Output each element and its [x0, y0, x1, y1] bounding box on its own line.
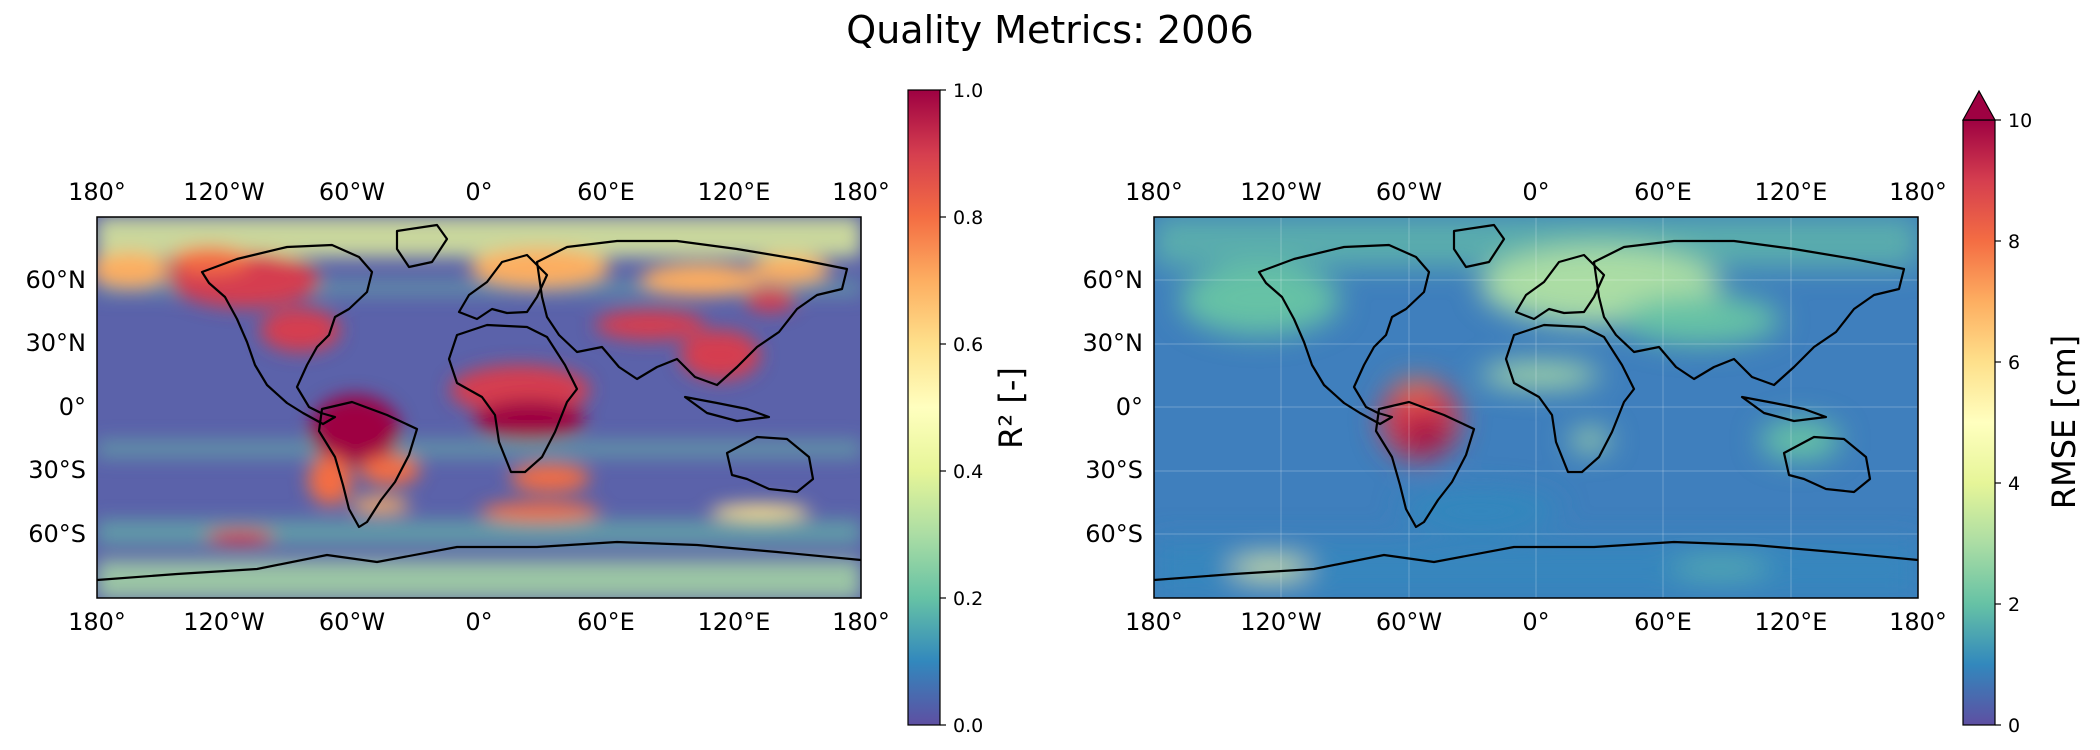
- lon-tick: 180°: [1889, 178, 1947, 206]
- rmse-lon-ticks-top: 180° 120°W 60°W 0° 60°E 120°E 180°: [1125, 178, 1947, 206]
- rmse-field-patterns: [1154, 217, 1918, 598]
- lon-tick: 60°W: [1376, 608, 1442, 636]
- lon-tick: 60°W: [1376, 178, 1442, 206]
- lon-tick: 60°E: [577, 178, 635, 206]
- lon-tick: 0°: [1522, 608, 1549, 636]
- colorbar-tick: 0.4: [953, 461, 983, 483]
- lon-tick: 120°E: [1755, 178, 1828, 206]
- lon-tick: 0°: [465, 608, 492, 636]
- lon-tick: 120°E: [698, 178, 771, 206]
- lon-tick: 60°W: [319, 178, 385, 206]
- lon-tick: 180°: [832, 178, 890, 206]
- rmse-map-panel: [1153, 216, 1919, 599]
- lat-tick: 60°N: [26, 266, 87, 294]
- r2-map-panel: [96, 216, 862, 599]
- lat-tick: 30°N: [1083, 329, 1144, 357]
- colorbar-label: R² [-]: [992, 367, 1030, 449]
- r2-colorbar-gradient: [907, 89, 941, 726]
- r2-lat-ticks: 60°N 30°N 0° 30°S 60°S: [26, 266, 87, 548]
- colorbar-tick: 0.8: [953, 207, 983, 229]
- lat-tick: 30°S: [28, 456, 86, 484]
- lon-tick: 180°: [1125, 608, 1183, 636]
- colorbar-tick: 1.0: [953, 80, 983, 102]
- lon-tick: 180°: [832, 608, 890, 636]
- rmse-lon-ticks-bottom: 180° 120°W 60°W 0° 60°E 120°E 180°: [1125, 608, 1947, 636]
- colorbar-tick: 6: [2008, 352, 2020, 374]
- lon-tick: 60°E: [577, 608, 635, 636]
- lon-tick: 0°: [1522, 178, 1549, 206]
- colorbar-tick: 0: [2008, 715, 2020, 737]
- lon-tick: 60°E: [1634, 608, 1692, 636]
- lat-tick: 60°S: [1085, 520, 1143, 548]
- rmse-colorbar-extend-arrow: [1961, 89, 1997, 121]
- lon-tick: 120°W: [183, 178, 265, 206]
- lon-tick: 60°E: [1634, 178, 1692, 206]
- lon-tick: 120°W: [1240, 608, 1322, 636]
- lon-tick: 120°E: [698, 608, 771, 636]
- colorbar-tick: 4: [2008, 473, 2020, 495]
- colorbar-tick: 2: [2008, 594, 2020, 616]
- lon-tick: 120°W: [1240, 178, 1322, 206]
- lon-tick: 120°E: [1755, 608, 1828, 636]
- lat-tick: 30°N: [26, 329, 87, 357]
- lat-tick: 60°N: [1083, 266, 1144, 294]
- lon-tick: 60°W: [319, 608, 385, 636]
- colorbar-tick: 0.0: [953, 715, 983, 737]
- rmse-map-frame: [1153, 216, 1919, 599]
- r2-lon-ticks-bottom: 180° 120°W 60°W 0° 60°E 120°E 180°: [68, 608, 890, 636]
- r2-map-frame: [96, 216, 862, 599]
- lon-tick: 120°W: [183, 608, 265, 636]
- lon-tick: 0°: [465, 178, 492, 206]
- colorbar-tick: 0.2: [953, 588, 983, 610]
- r2-colorbar: 0.0 0.2 0.4 0.6 0.8 1.0 R² [-]: [907, 80, 1030, 737]
- rmse-colorbar: 0 2 4 6 8 10 RMSE [cm]: [1961, 89, 2083, 737]
- lat-tick: 0°: [59, 393, 86, 421]
- colorbar-tick: 8: [2008, 231, 2020, 253]
- rmse-lat-ticks: 60°N 30°N 0° 30°S 60°S: [1083, 266, 1144, 548]
- lat-tick: 60°S: [28, 520, 86, 548]
- lon-tick: 180°: [68, 608, 126, 636]
- lat-tick: 30°S: [1085, 456, 1143, 484]
- r2-lon-ticks-top: 180° 120°W 60°W 0° 60°E 120°E 180°: [68, 178, 890, 206]
- colorbar-tick: 0.6: [953, 334, 983, 356]
- lon-tick: 180°: [1889, 608, 1947, 636]
- rmse-colorbar-gradient: [1962, 119, 1996, 726]
- lon-tick: 180°: [1125, 178, 1183, 206]
- colorbar-tick: 10: [2008, 110, 2032, 132]
- figure-title: Quality Metrics: 2006: [846, 8, 1253, 52]
- colorbar-label: RMSE [cm]: [2045, 335, 2083, 509]
- lon-tick: 180°: [68, 178, 126, 206]
- lat-tick: 0°: [1116, 393, 1143, 421]
